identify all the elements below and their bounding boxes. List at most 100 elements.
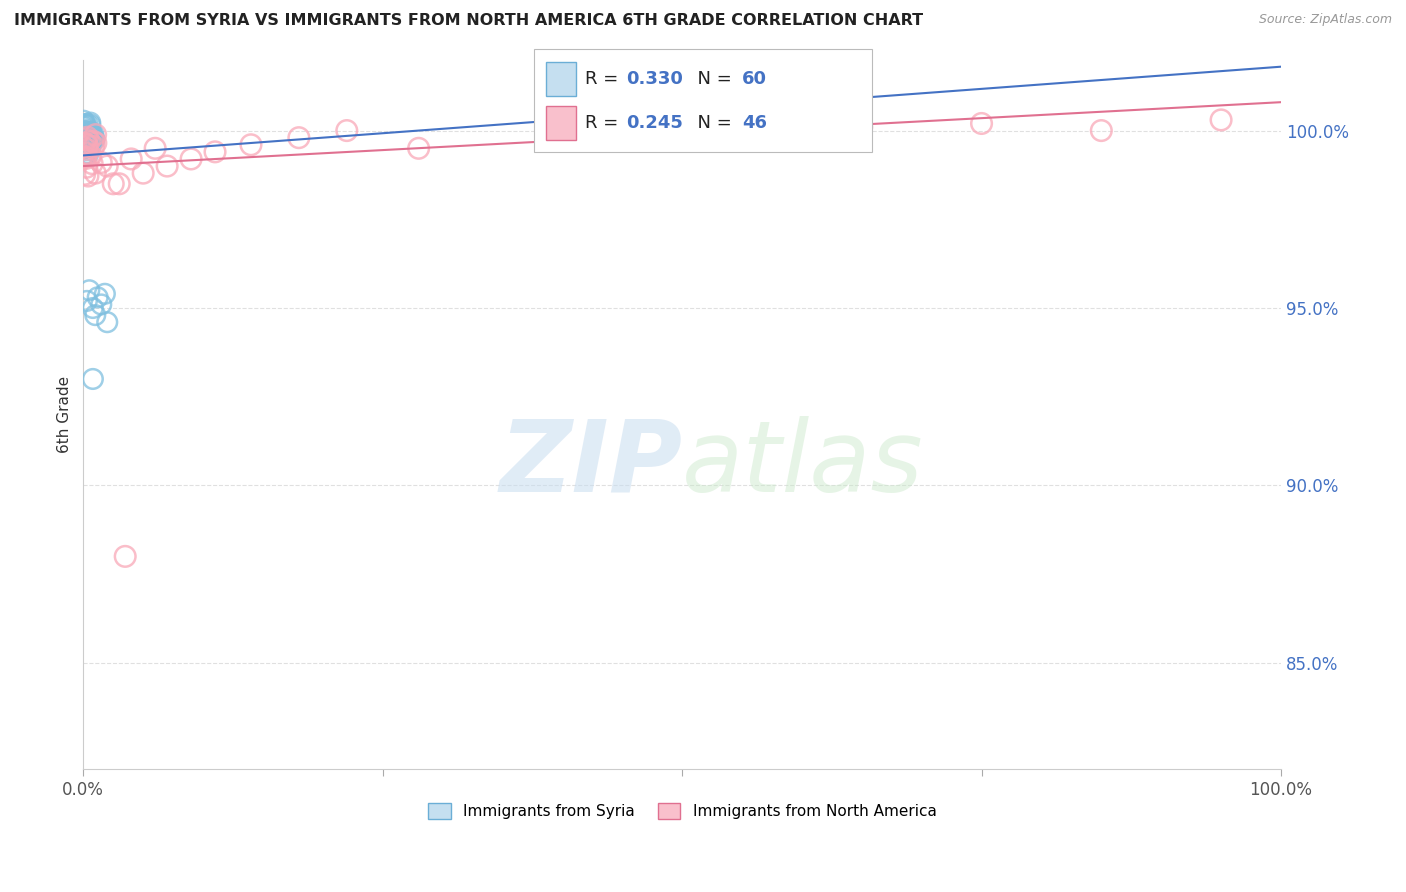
Point	[143, 141, 166, 155]
Point	[82, 156, 104, 170]
Point	[73, 141, 96, 155]
Point	[239, 137, 262, 152]
Point	[84, 308, 107, 322]
Point	[288, 130, 311, 145]
Text: IMMIGRANTS FROM SYRIA VS IMMIGRANTS FROM NORTH AMERICA 6TH GRADE CORRELATION CHA: IMMIGRANTS FROM SYRIA VS IMMIGRANTS FROM…	[14, 13, 924, 29]
Point	[84, 136, 107, 150]
Point	[73, 137, 96, 152]
Text: Source: ZipAtlas.com: Source: ZipAtlas.com	[1258, 13, 1392, 27]
Point	[114, 549, 136, 564]
Point	[1209, 112, 1232, 127]
Point	[77, 132, 100, 146]
Point	[612, 130, 634, 145]
Point	[82, 301, 104, 315]
Point	[73, 138, 96, 153]
Point	[79, 118, 101, 132]
Text: 60: 60	[742, 70, 768, 88]
Point	[90, 297, 112, 311]
Point	[80, 149, 103, 163]
Point	[80, 133, 103, 147]
Point	[86, 290, 108, 304]
Point	[80, 133, 103, 147]
Point	[75, 126, 97, 140]
Point	[76, 293, 98, 308]
Point	[73, 147, 96, 161]
Point	[77, 146, 100, 161]
Point	[75, 136, 97, 151]
Point	[75, 122, 97, 136]
Point	[73, 131, 96, 145]
Point	[204, 145, 226, 159]
Point	[73, 120, 96, 134]
Point	[72, 140, 94, 154]
Point	[75, 117, 97, 131]
Point	[76, 132, 98, 146]
Point	[73, 167, 96, 181]
Text: 0.330: 0.330	[626, 70, 682, 88]
Point	[80, 133, 103, 147]
Text: N =: N =	[686, 114, 738, 132]
Point	[72, 129, 94, 144]
Point	[132, 166, 155, 180]
Text: atlas: atlas	[682, 416, 924, 513]
Point	[77, 144, 100, 158]
Point	[75, 134, 97, 148]
Point	[75, 150, 97, 164]
Point	[77, 128, 100, 142]
Point	[73, 119, 96, 133]
Point	[120, 152, 142, 166]
Point	[76, 129, 98, 144]
Point	[75, 161, 97, 175]
Point	[82, 127, 104, 141]
Text: N =: N =	[686, 70, 738, 88]
Point	[84, 128, 107, 142]
Point	[73, 141, 96, 155]
Point	[73, 136, 96, 151]
Point	[83, 139, 105, 153]
Point	[84, 166, 107, 180]
Point	[96, 159, 118, 173]
Point	[75, 124, 97, 138]
Point	[156, 159, 179, 173]
Point	[79, 134, 101, 148]
Point	[731, 123, 754, 137]
Point	[75, 134, 97, 148]
Point	[83, 131, 105, 145]
Point	[76, 130, 98, 145]
Point	[96, 315, 118, 329]
Point	[970, 116, 993, 130]
Point	[75, 126, 97, 140]
Point	[94, 286, 117, 301]
Point	[72, 128, 94, 143]
Point	[80, 128, 103, 142]
Text: R =: R =	[585, 114, 624, 132]
Point	[75, 146, 97, 161]
Point	[83, 132, 105, 146]
Point	[108, 177, 131, 191]
Point	[90, 155, 112, 169]
Point	[76, 138, 98, 153]
Point	[75, 152, 97, 166]
Point	[180, 152, 202, 166]
Point	[75, 132, 97, 146]
Text: 46: 46	[742, 114, 768, 132]
Point	[79, 115, 101, 129]
Point	[75, 136, 97, 150]
Point	[76, 142, 98, 156]
Y-axis label: 6th Grade: 6th Grade	[58, 376, 72, 453]
Point	[76, 125, 98, 139]
Point	[80, 130, 103, 145]
Point	[79, 140, 101, 154]
Point	[82, 133, 104, 147]
Point	[77, 283, 100, 297]
Point	[80, 128, 103, 143]
Point	[103, 177, 125, 191]
Point	[76, 117, 98, 131]
Point	[77, 169, 100, 183]
Point	[76, 137, 98, 152]
Text: 0.245: 0.245	[626, 114, 682, 132]
Legend: Immigrants from Syria, Immigrants from North America: Immigrants from Syria, Immigrants from N…	[422, 797, 942, 825]
Point	[80, 131, 103, 145]
Point	[75, 131, 97, 145]
Point	[1090, 123, 1112, 137]
